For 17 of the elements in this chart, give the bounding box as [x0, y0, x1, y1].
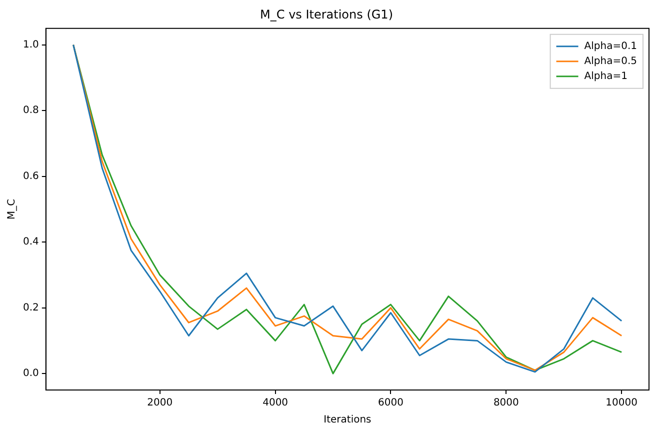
legend-label: Alpha=0.1 [584, 40, 638, 52]
x-axis-title: Iterations [324, 414, 372, 426]
y-tick-label: 0.0 [22, 368, 39, 380]
legend-label: Alpha=0.5 [584, 56, 638, 67]
x-tick-label: 6000 [378, 398, 404, 409]
y-tick-label: 0.4 [22, 236, 39, 248]
y-tick-label: 0.8 [22, 105, 39, 116]
x-tick-label: 2000 [147, 398, 173, 409]
legend-label: Alpha=1 [584, 70, 628, 82]
x-tick-label: 4000 [262, 398, 288, 409]
chart-title: M_C vs Iterations (G1) [260, 7, 393, 22]
y-axis-title: M_C [6, 198, 18, 220]
x-tick-label: 8000 [493, 398, 519, 409]
y-tick-label: 1.0 [22, 39, 39, 50]
y-tick-label: 0.6 [22, 170, 39, 182]
x-tick-label: 10000 [606, 398, 638, 409]
y-tick-label: 0.2 [22, 302, 39, 314]
